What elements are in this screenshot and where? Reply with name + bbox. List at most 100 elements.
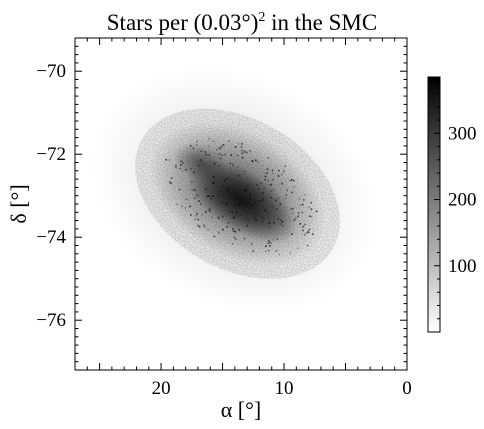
x-tick-label: 0 (402, 378, 412, 399)
y-tick-label: −76 (36, 310, 66, 331)
speckle (257, 187, 260, 190)
speckle (289, 179, 292, 182)
y-axis-label: δ [°] (6, 184, 31, 223)
y-tick-label: −72 (36, 144, 66, 165)
speckle (213, 162, 216, 165)
speckle (230, 154, 233, 156)
speckle (264, 172, 267, 174)
speckle (222, 144, 225, 146)
speckle (198, 165, 200, 167)
colorbar-gradient (427, 76, 441, 333)
speckle (176, 203, 178, 206)
speckle (284, 165, 287, 167)
speckle (272, 239, 274, 241)
speckle (175, 165, 177, 167)
speckle (208, 138, 210, 140)
speckle (269, 242, 272, 244)
speckle (295, 217, 297, 220)
speckle (207, 195, 210, 197)
speckle (241, 143, 243, 145)
speckle (275, 199, 277, 202)
speckle (233, 236, 236, 239)
speckle (232, 163, 234, 166)
speckle (196, 212, 198, 215)
speckle (303, 199, 305, 201)
speckle (275, 208, 278, 211)
speckle (291, 191, 294, 194)
speckle (233, 216, 235, 219)
speckle (165, 158, 167, 161)
speckle (297, 215, 299, 218)
speckle (205, 188, 207, 190)
speckle (222, 185, 224, 187)
speckle (205, 153, 208, 156)
speckle (299, 223, 301, 225)
speckle (264, 178, 266, 181)
speckle (246, 151, 248, 154)
speckle (261, 220, 264, 223)
speckle (278, 253, 280, 256)
speckle (221, 215, 224, 218)
speckle (247, 219, 249, 221)
speckle (192, 171, 195, 174)
speckle (261, 192, 264, 194)
density-grain (135, 108, 340, 279)
speckle (224, 153, 226, 156)
speckle (217, 216, 220, 219)
speckle (196, 140, 198, 143)
speckle (206, 195, 208, 198)
speckle (271, 178, 274, 181)
speckle (218, 231, 220, 234)
speckle (169, 181, 171, 184)
speckle (180, 160, 182, 163)
speckle (297, 247, 299, 250)
y-tick-label: −70 (36, 61, 66, 82)
speckle (255, 212, 257, 214)
speckle (193, 197, 196, 199)
speckle (255, 219, 257, 221)
speckle (198, 226, 201, 228)
speckle (310, 208, 313, 211)
speckle (310, 215, 313, 218)
speckle (200, 159, 202, 161)
speckle (245, 191, 248, 193)
speckle (268, 222, 271, 224)
speckle (268, 226, 271, 228)
speckle (246, 189, 249, 191)
speckle (240, 214, 242, 217)
speckle (278, 197, 280, 200)
speckle (264, 175, 267, 178)
speckle (228, 187, 230, 189)
speckle (189, 145, 192, 147)
speckle (255, 159, 257, 162)
speckle (204, 211, 207, 213)
speckle (218, 165, 220, 167)
speckle (191, 180, 193, 183)
speckle (237, 142, 240, 145)
speckle (257, 161, 259, 163)
speckle (221, 201, 223, 204)
speckle (265, 250, 267, 253)
speckle (243, 170, 245, 173)
speckle (293, 186, 295, 188)
plot-area (75, 38, 407, 370)
speckle (299, 204, 302, 207)
speckle (291, 178, 293, 181)
speckle (252, 160, 254, 163)
speckle (265, 245, 267, 247)
speckle (211, 195, 214, 197)
speckle (273, 222, 275, 224)
x-axis-label: α [°] (221, 397, 261, 422)
speckle (213, 235, 216, 238)
y-axis: −70 −72 −74 −76 (36, 37, 407, 371)
speckle (235, 211, 238, 214)
speckle (182, 162, 184, 164)
speckle (209, 207, 211, 210)
speckle (234, 238, 237, 240)
speckle (219, 157, 222, 160)
speckle (184, 207, 187, 209)
speckle (241, 152, 243, 155)
speckle (226, 226, 228, 228)
speckle (268, 249, 270, 252)
speckle (271, 205, 274, 207)
